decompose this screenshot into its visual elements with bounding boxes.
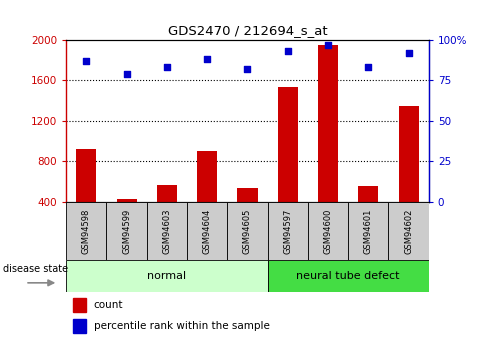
Bar [147,202,187,260]
Bar [157,185,177,202]
Bar [348,202,389,260]
Point [82,58,90,63]
Text: GSM94605: GSM94605 [243,208,252,254]
Bar [318,45,338,202]
Text: GSM94602: GSM94602 [404,208,413,254]
Text: GSM94604: GSM94604 [203,208,212,254]
Bar [76,149,97,202]
Text: GSM94600: GSM94600 [323,208,333,254]
Bar [308,202,348,260]
Text: neural tube defect: neural tube defect [296,271,400,281]
Text: disease state: disease state [3,264,69,274]
Text: count: count [94,300,123,310]
Text: GSM94603: GSM94603 [162,208,171,254]
Point [324,42,332,47]
Text: normal: normal [147,271,186,281]
Text: percentile rank within the sample: percentile rank within the sample [94,322,270,332]
Bar [227,202,268,260]
Point [163,65,171,70]
Bar [237,188,258,202]
Bar [197,151,217,202]
Bar [66,202,106,260]
Bar [74,318,86,333]
Bar [187,202,227,260]
Point [365,65,372,70]
Bar [358,186,378,202]
Bar [389,202,429,260]
Text: GSM94599: GSM94599 [122,208,131,254]
Bar [268,202,308,260]
Bar [106,202,147,260]
Text: GSM94598: GSM94598 [82,208,91,254]
Point [405,50,413,56]
Bar [398,106,418,202]
Bar [278,87,298,202]
Point [284,48,292,54]
Title: GDS2470 / 212694_s_at: GDS2470 / 212694_s_at [168,24,327,37]
Text: GSM94597: GSM94597 [283,208,292,254]
Bar [268,260,429,292]
Point [203,56,211,62]
Point [122,71,130,77]
Bar [66,260,268,292]
Bar [117,199,137,202]
Text: GSM94601: GSM94601 [364,208,373,254]
Bar [74,298,86,313]
Point [244,66,251,72]
